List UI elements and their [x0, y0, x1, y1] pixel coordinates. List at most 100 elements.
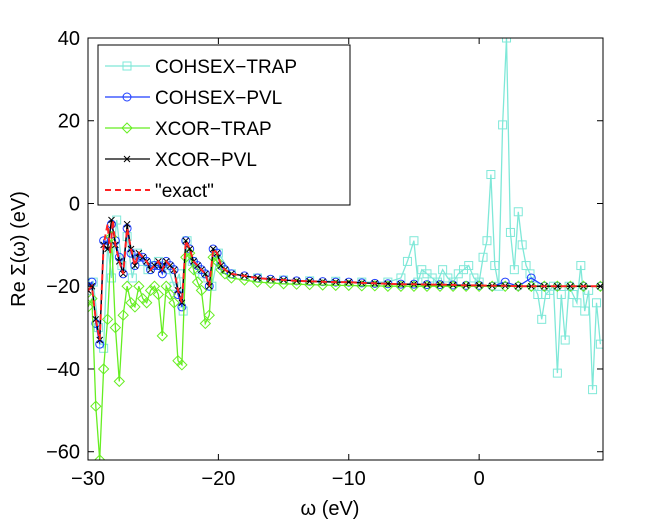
data-point: [140, 297, 153, 309]
legend-label: XCOR−PVL: [155, 150, 257, 171]
data-point: [169, 281, 179, 291]
data-point: [176, 359, 188, 371]
data-point: [402, 256, 412, 266]
data-point: [178, 299, 186, 307]
data-point: [133, 280, 145, 292]
data-point: [464, 261, 474, 271]
data-point: [316, 279, 329, 291]
data-point: [436, 281, 444, 288]
y-tick-label: −60: [46, 442, 80, 464]
data-point: [423, 281, 431, 288]
legend-box: [97, 44, 351, 206]
data-point: [505, 227, 515, 237]
data-point: [88, 301, 94, 313]
legend-entry: COHSEX−TRAP: [105, 57, 297, 78]
data-point: [117, 309, 129, 321]
legend: COHSEX−TRAP COHSEX−PVL XCOR−TRAP XCOR−PVL "e…: [97, 44, 351, 206]
plot-frame: [87, 37, 604, 461]
data-point: [499, 280, 511, 292]
data-point: [225, 272, 238, 284]
data-point: [277, 278, 290, 290]
data-point: [123, 220, 131, 228]
data-point: [567, 282, 574, 290]
data-point: [591, 298, 601, 308]
data-point: [490, 261, 500, 271]
data-point: [409, 236, 419, 246]
data-point: [187, 263, 200, 276]
legend-marker: [122, 92, 132, 102]
data-point: [478, 252, 488, 262]
x-tick-label: −10: [332, 468, 366, 490]
data-point: [199, 317, 212, 330]
y-tick-label: −20: [46, 276, 80, 298]
data-point: [152, 288, 165, 301]
data-point: [238, 274, 251, 286]
data-point: [90, 400, 102, 412]
legend-label: COHSEX−TRAP: [155, 57, 297, 78]
legend-entry: COHSEX−PVL: [105, 88, 282, 109]
data-point: [595, 339, 603, 349]
data-point: [160, 280, 172, 292]
y-tick-label: 40: [58, 28, 80, 50]
data-point: [486, 280, 498, 292]
data-point: [251, 276, 264, 288]
data-point: [148, 280, 161, 292]
data-point: [552, 368, 562, 378]
legend-label: "exact": [155, 181, 214, 202]
data-point: [482, 236, 492, 246]
data-point: [88, 292, 98, 305]
data-point: [121, 280, 133, 292]
x-tick-label: −30: [71, 468, 105, 490]
legend-entry: XCOR−PVL: [105, 150, 257, 171]
data-point: [551, 280, 564, 292]
data-point: [303, 278, 316, 291]
data-point: [509, 265, 519, 275]
x-tick-label: 0: [474, 468, 485, 490]
ticks-layer: −30 −20 −10 0 −60 −40 −20 0 20 40: [46, 28, 603, 490]
data-point: [156, 330, 169, 342]
data-point: [560, 335, 570, 345]
data-point: [195, 284, 208, 297]
data-point: [577, 280, 590, 292]
data-point: [588, 385, 598, 395]
data-point: [191, 276, 204, 288]
legend-entry: "exact": [105, 181, 214, 202]
data-point: [517, 240, 527, 250]
data-point: [254, 274, 261, 282]
legend-marker: [122, 61, 132, 71]
data-point: [498, 120, 508, 130]
data-point: [149, 261, 159, 271]
legend-label: COHSEX−PVL: [155, 88, 282, 109]
data-point: [537, 314, 547, 324]
data-point: [513, 207, 523, 217]
data-point: [168, 297, 180, 309]
data-point: [345, 278, 353, 286]
data-point: [396, 273, 406, 283]
legend-label: XCOR−TRAP: [155, 119, 272, 140]
data-point: [594, 280, 603, 292]
y-tick-label: 0: [69, 193, 80, 215]
data-point: [101, 313, 114, 326]
data-point: [127, 273, 137, 283]
data-point: [211, 255, 223, 268]
data-point: [502, 38, 512, 43]
data-point: [264, 277, 277, 289]
legend-marker: [121, 122, 133, 134]
data-point: [203, 309, 215, 321]
data-point: [486, 170, 496, 180]
data-point: [164, 288, 176, 301]
data-point: [525, 280, 537, 292]
data-point: [113, 375, 125, 388]
data-point: [109, 321, 122, 334]
series-4: [88, 219, 601, 341]
data-point: [290, 278, 303, 290]
series-line: [88, 219, 601, 341]
data-point: [526, 273, 536, 283]
data-point: [129, 301, 141, 313]
y-tick-label: −40: [46, 359, 80, 381]
data-point: [475, 282, 483, 289]
data-point: [564, 280, 577, 292]
data-point: [554, 282, 561, 290]
legend-marker: [123, 155, 131, 163]
